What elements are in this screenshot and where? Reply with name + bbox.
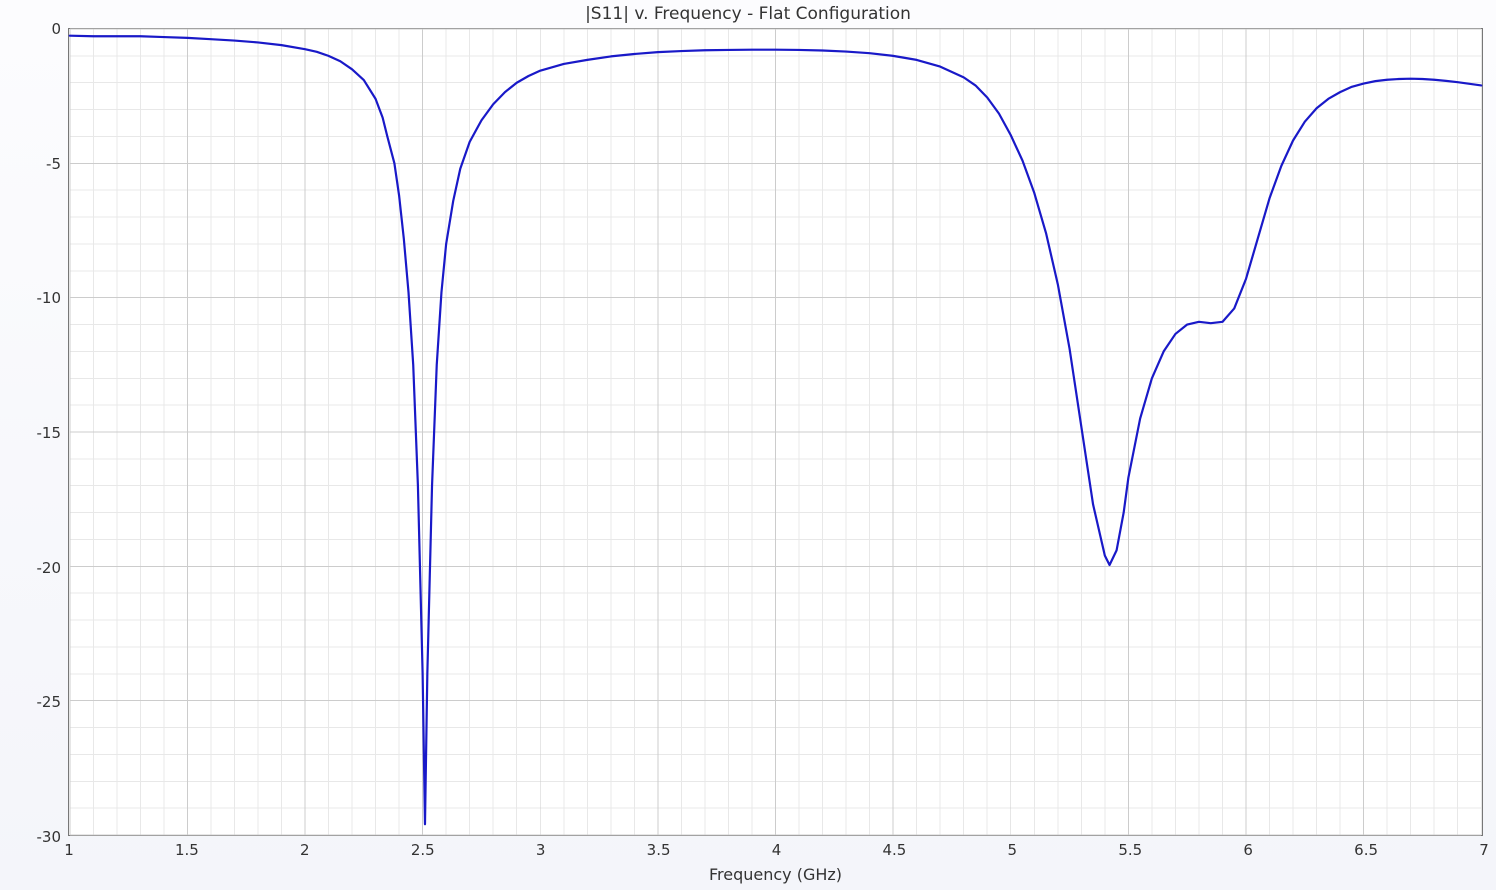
x-tick-label: 5.5 — [1118, 841, 1142, 859]
y-tick-label: -25 — [37, 693, 62, 711]
x-tick-label: 5 — [1008, 841, 1018, 859]
x-tick-label: 2.5 — [411, 841, 435, 859]
y-tick-label: -5 — [46, 155, 61, 173]
x-tick-label: 3 — [536, 841, 546, 859]
x-tick-label: 1 — [64, 841, 74, 859]
x-tick-label: 1.5 — [175, 841, 199, 859]
x-tick-label: 3.5 — [647, 841, 671, 859]
chart-title: |S11| v. Frequency - Flat Configuration — [0, 4, 1496, 24]
plot-area: 11.522.533.544.555.566.570-5-10-15-20-25… — [68, 28, 1483, 836]
y-tick-label: -10 — [37, 289, 62, 307]
x-tick-label: 4 — [772, 841, 782, 859]
y-tick-label: -15 — [37, 424, 62, 442]
x-axis-label: Frequency (GHz) — [68, 865, 1483, 884]
plot-svg — [69, 29, 1482, 835]
y-tick-label: -30 — [37, 828, 62, 846]
y-tick-label: -20 — [37, 559, 62, 577]
x-tick-label: 7 — [1479, 841, 1489, 859]
x-tick-label: 6 — [1243, 841, 1253, 859]
x-tick-label: 2 — [300, 841, 310, 859]
y-tick-label: 0 — [51, 20, 61, 38]
s11-chart: |S11| v. Frequency - Flat Configuration … — [0, 0, 1496, 890]
x-tick-label: 4.5 — [882, 841, 906, 859]
x-tick-label: 6.5 — [1354, 841, 1378, 859]
